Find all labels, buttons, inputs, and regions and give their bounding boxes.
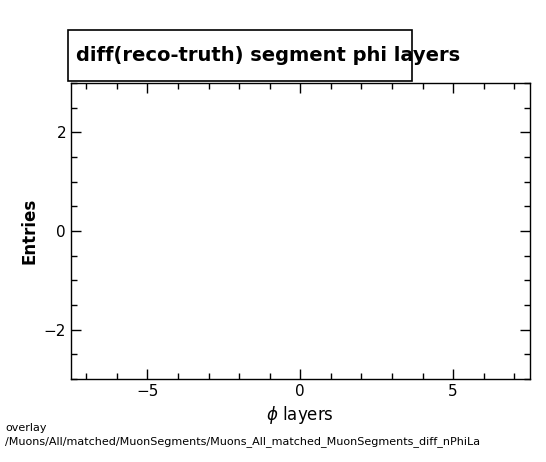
Text: overlay: overlay [5, 423, 47, 433]
Y-axis label: Entries: Entries [20, 198, 38, 264]
Text: diff(reco-truth) segment phi layers: diff(reco-truth) segment phi layers [76, 46, 461, 65]
Text: /Muons/All/matched/MuonSegments/Muons_All_matched_MuonSegments_diff_nPhiLa: /Muons/All/matched/MuonSegments/Muons_Al… [5, 437, 480, 448]
X-axis label: $\phi$ layers: $\phi$ layers [266, 404, 334, 426]
